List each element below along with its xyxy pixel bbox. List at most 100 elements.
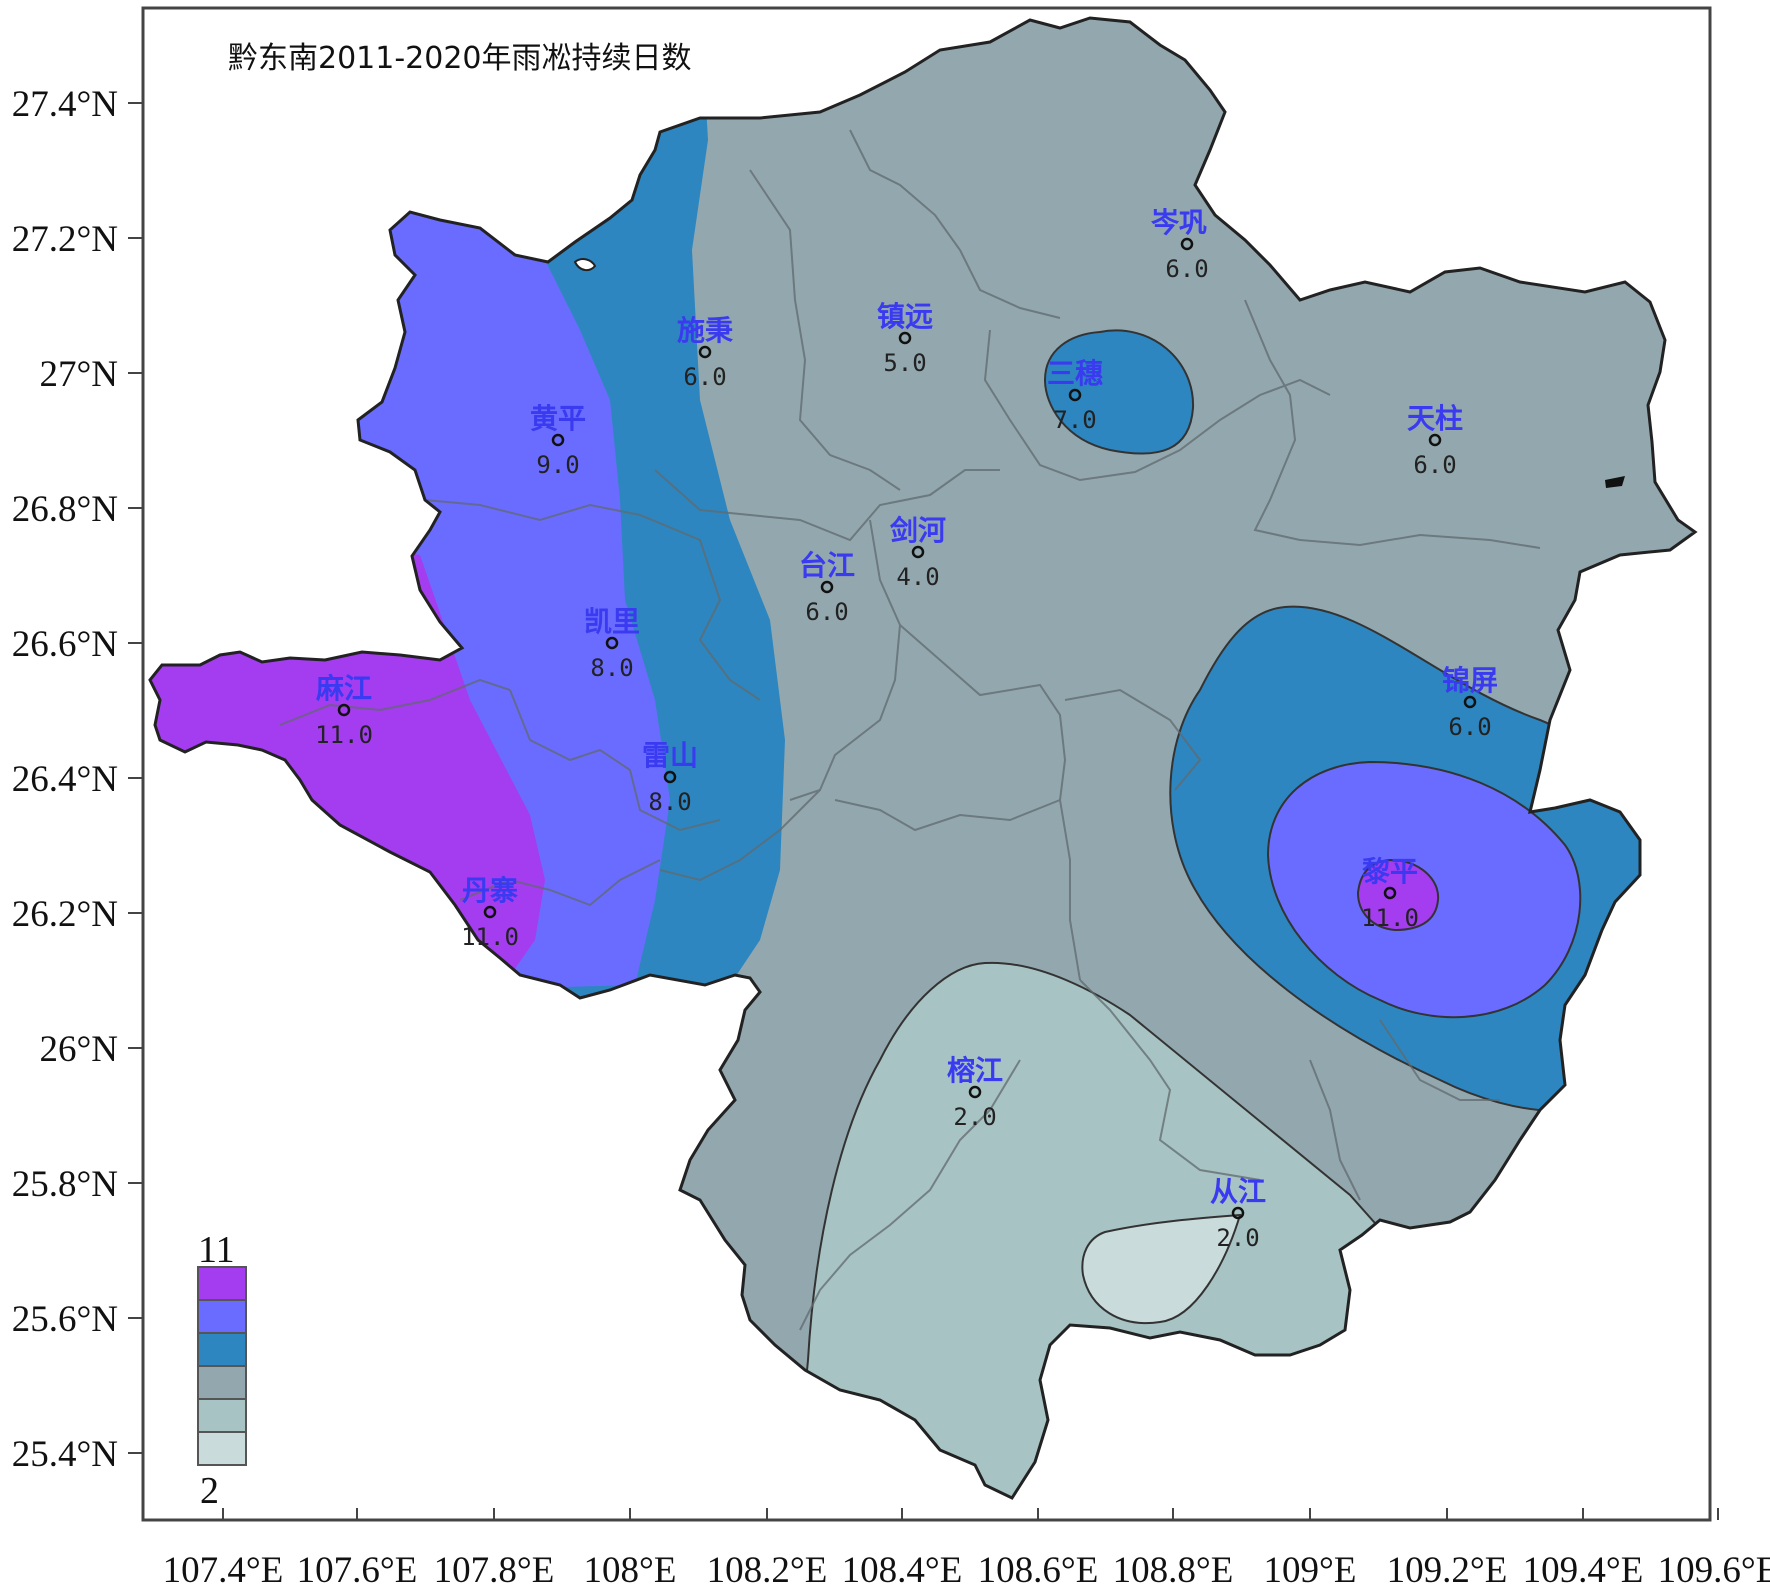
x-tick-label: 108.6°E bbox=[978, 1550, 1099, 1587]
x-tick-label: 107.8°E bbox=[434, 1550, 555, 1587]
y-tick-label: 25.8°N bbox=[12, 1164, 118, 1205]
x-tick-label: 107.6°E bbox=[297, 1550, 418, 1587]
station-marker: 从江 2.0 bbox=[1210, 1175, 1266, 1252]
station-value: 2.0 bbox=[1216, 1224, 1259, 1252]
station-dot bbox=[337, 703, 351, 717]
y-tick-label: 26°N bbox=[39, 1029, 118, 1070]
x-tick-label: 108.4°E bbox=[842, 1550, 963, 1587]
station-marker: 黎平 11.0 bbox=[1361, 855, 1419, 932]
station-value: 4.0 bbox=[896, 563, 939, 591]
station-name: 锦屏 bbox=[1442, 664, 1498, 697]
y-tick-label: 26.8°N bbox=[12, 489, 118, 530]
station-value: 7.0 bbox=[1053, 406, 1096, 434]
county-boundaries bbox=[279, 129, 1541, 1331]
y-tick-label: 26.6°N bbox=[12, 624, 118, 665]
x-tick-label: 109°E bbox=[1264, 1550, 1357, 1587]
y-tick-label: 26.4°N bbox=[12, 759, 118, 800]
legend-swatch-9 bbox=[197, 1299, 247, 1334]
station-markers: 岑巩 6.0 施秉 6.0 镇远 5.0 三穗 7.0 黄平 9.0 天柱 6.0 剑河 4.0 台江 6.0… bbox=[315, 206, 1498, 1252]
station-value: 11.0 bbox=[315, 721, 373, 749]
lake-shape bbox=[573, 258, 597, 272]
station-dot bbox=[820, 580, 834, 594]
station-dot bbox=[1428, 433, 1442, 447]
station-dot bbox=[1231, 1206, 1245, 1220]
y-axis: 27.4°N 27.2°N 27°N 26.8°N 26.6°N 26.4°N 26.2°N… bbox=[12, 84, 143, 1475]
station-dot bbox=[698, 345, 712, 359]
station-dot bbox=[911, 545, 925, 559]
x-tick-label: 107.4°E bbox=[163, 1550, 284, 1587]
station-marker: 凯里 8.0 bbox=[584, 605, 640, 682]
station-dot bbox=[1383, 886, 1397, 900]
station-marker: 天柱 6.0 bbox=[1407, 402, 1463, 479]
station-dot bbox=[968, 1085, 982, 1099]
station-marker: 雷山 8.0 bbox=[642, 739, 698, 816]
contour-zone-2-congjiang bbox=[1081, 1213, 1242, 1325]
x-tick-label: 108°E bbox=[584, 1550, 677, 1587]
station-dot bbox=[663, 770, 677, 784]
legend-swatch-3 bbox=[197, 1398, 247, 1433]
station-name: 剑河 bbox=[890, 514, 946, 547]
station-marker: 三穗 7.0 bbox=[1047, 357, 1103, 434]
color-legend: 11 2 bbox=[197, 1229, 247, 1512]
station-marker: 榕江 2.0 bbox=[947, 1054, 1003, 1131]
station-value: 11.0 bbox=[461, 923, 519, 951]
station-value: 9.0 bbox=[536, 451, 579, 479]
station-marker: 施秉 6.0 bbox=[677, 314, 733, 391]
contour-zone-11-liping bbox=[1356, 858, 1440, 932]
map-title: 黔东南2011-2020年雨凇持续日数 bbox=[228, 41, 692, 76]
station-marker: 剑河 4.0 bbox=[890, 514, 946, 591]
y-tick-label: 27.4°N bbox=[12, 84, 118, 125]
station-value: 6.0 bbox=[683, 363, 726, 391]
station-value: 11.0 bbox=[1361, 904, 1419, 932]
station-marker: 岑巩 6.0 bbox=[1151, 206, 1209, 283]
station-value: 8.0 bbox=[648, 788, 691, 816]
x-tick-label: 109.4°E bbox=[1523, 1550, 1644, 1587]
station-value: 6.0 bbox=[1448, 713, 1491, 741]
station-value: 2.0 bbox=[953, 1103, 996, 1131]
legend-swatch-5 bbox=[197, 1365, 247, 1400]
station-name: 从江 bbox=[1210, 1175, 1266, 1208]
station-dot bbox=[1463, 695, 1477, 709]
x-tick-label: 109.2°E bbox=[1387, 1550, 1508, 1587]
x-axis: 107.4°E 107.6°E 107.8°E 108°E 108.2°E 108.4°E… bbox=[163, 1508, 1770, 1587]
y-tick-label: 27.2°N bbox=[12, 219, 118, 260]
station-name: 台江 bbox=[799, 549, 855, 582]
legend-max-label: 11 bbox=[198, 1229, 235, 1271]
station-name: 凯里 bbox=[584, 605, 640, 638]
x-tick-label: 108.8°E bbox=[1113, 1550, 1234, 1587]
legend-min-label: 2 bbox=[200, 1470, 219, 1512]
contour-zone-7-sansui bbox=[1043, 329, 1195, 455]
station-marker: 黄平 9.0 bbox=[530, 402, 586, 479]
station-name: 丹寨 bbox=[462, 874, 518, 907]
station-name: 岑巩 bbox=[1151, 206, 1207, 239]
station-dot bbox=[1068, 388, 1082, 402]
station-name: 麻江 bbox=[316, 672, 372, 705]
station-marker: 丹寨 11.0 bbox=[461, 874, 519, 951]
station-dot bbox=[483, 905, 497, 919]
station-dot bbox=[898, 331, 912, 345]
legend-swatch-11 bbox=[197, 1266, 247, 1301]
station-name: 镇远 bbox=[877, 300, 933, 333]
station-dot bbox=[1180, 237, 1194, 251]
station-dot bbox=[551, 433, 565, 447]
station-name: 雷山 bbox=[642, 739, 698, 772]
x-tick-label: 108.2°E bbox=[707, 1550, 828, 1587]
legend-swatch-2 bbox=[197, 1431, 247, 1466]
x-tick-label: 109.6°E bbox=[1658, 1550, 1770, 1587]
station-name: 榕江 bbox=[947, 1054, 1003, 1087]
station-name: 施秉 bbox=[677, 314, 733, 347]
station-marker: 台江 6.0 bbox=[799, 549, 855, 626]
station-name: 三穗 bbox=[1047, 357, 1103, 390]
islet-shape bbox=[1605, 476, 1625, 488]
y-tick-label: 25.6°N bbox=[12, 1299, 118, 1340]
legend-swatch-7 bbox=[197, 1332, 247, 1367]
station-marker: 麻江 11.0 bbox=[315, 672, 373, 749]
y-tick-label: 25.4°N bbox=[12, 1434, 118, 1475]
station-value: 6.0 bbox=[805, 598, 848, 626]
station-value: 5.0 bbox=[883, 349, 926, 377]
station-name: 黎平 bbox=[1362, 855, 1418, 888]
station-value: 6.0 bbox=[1413, 451, 1456, 479]
station-value: 6.0 bbox=[1165, 255, 1208, 283]
region-outline bbox=[148, 16, 1698, 1500]
